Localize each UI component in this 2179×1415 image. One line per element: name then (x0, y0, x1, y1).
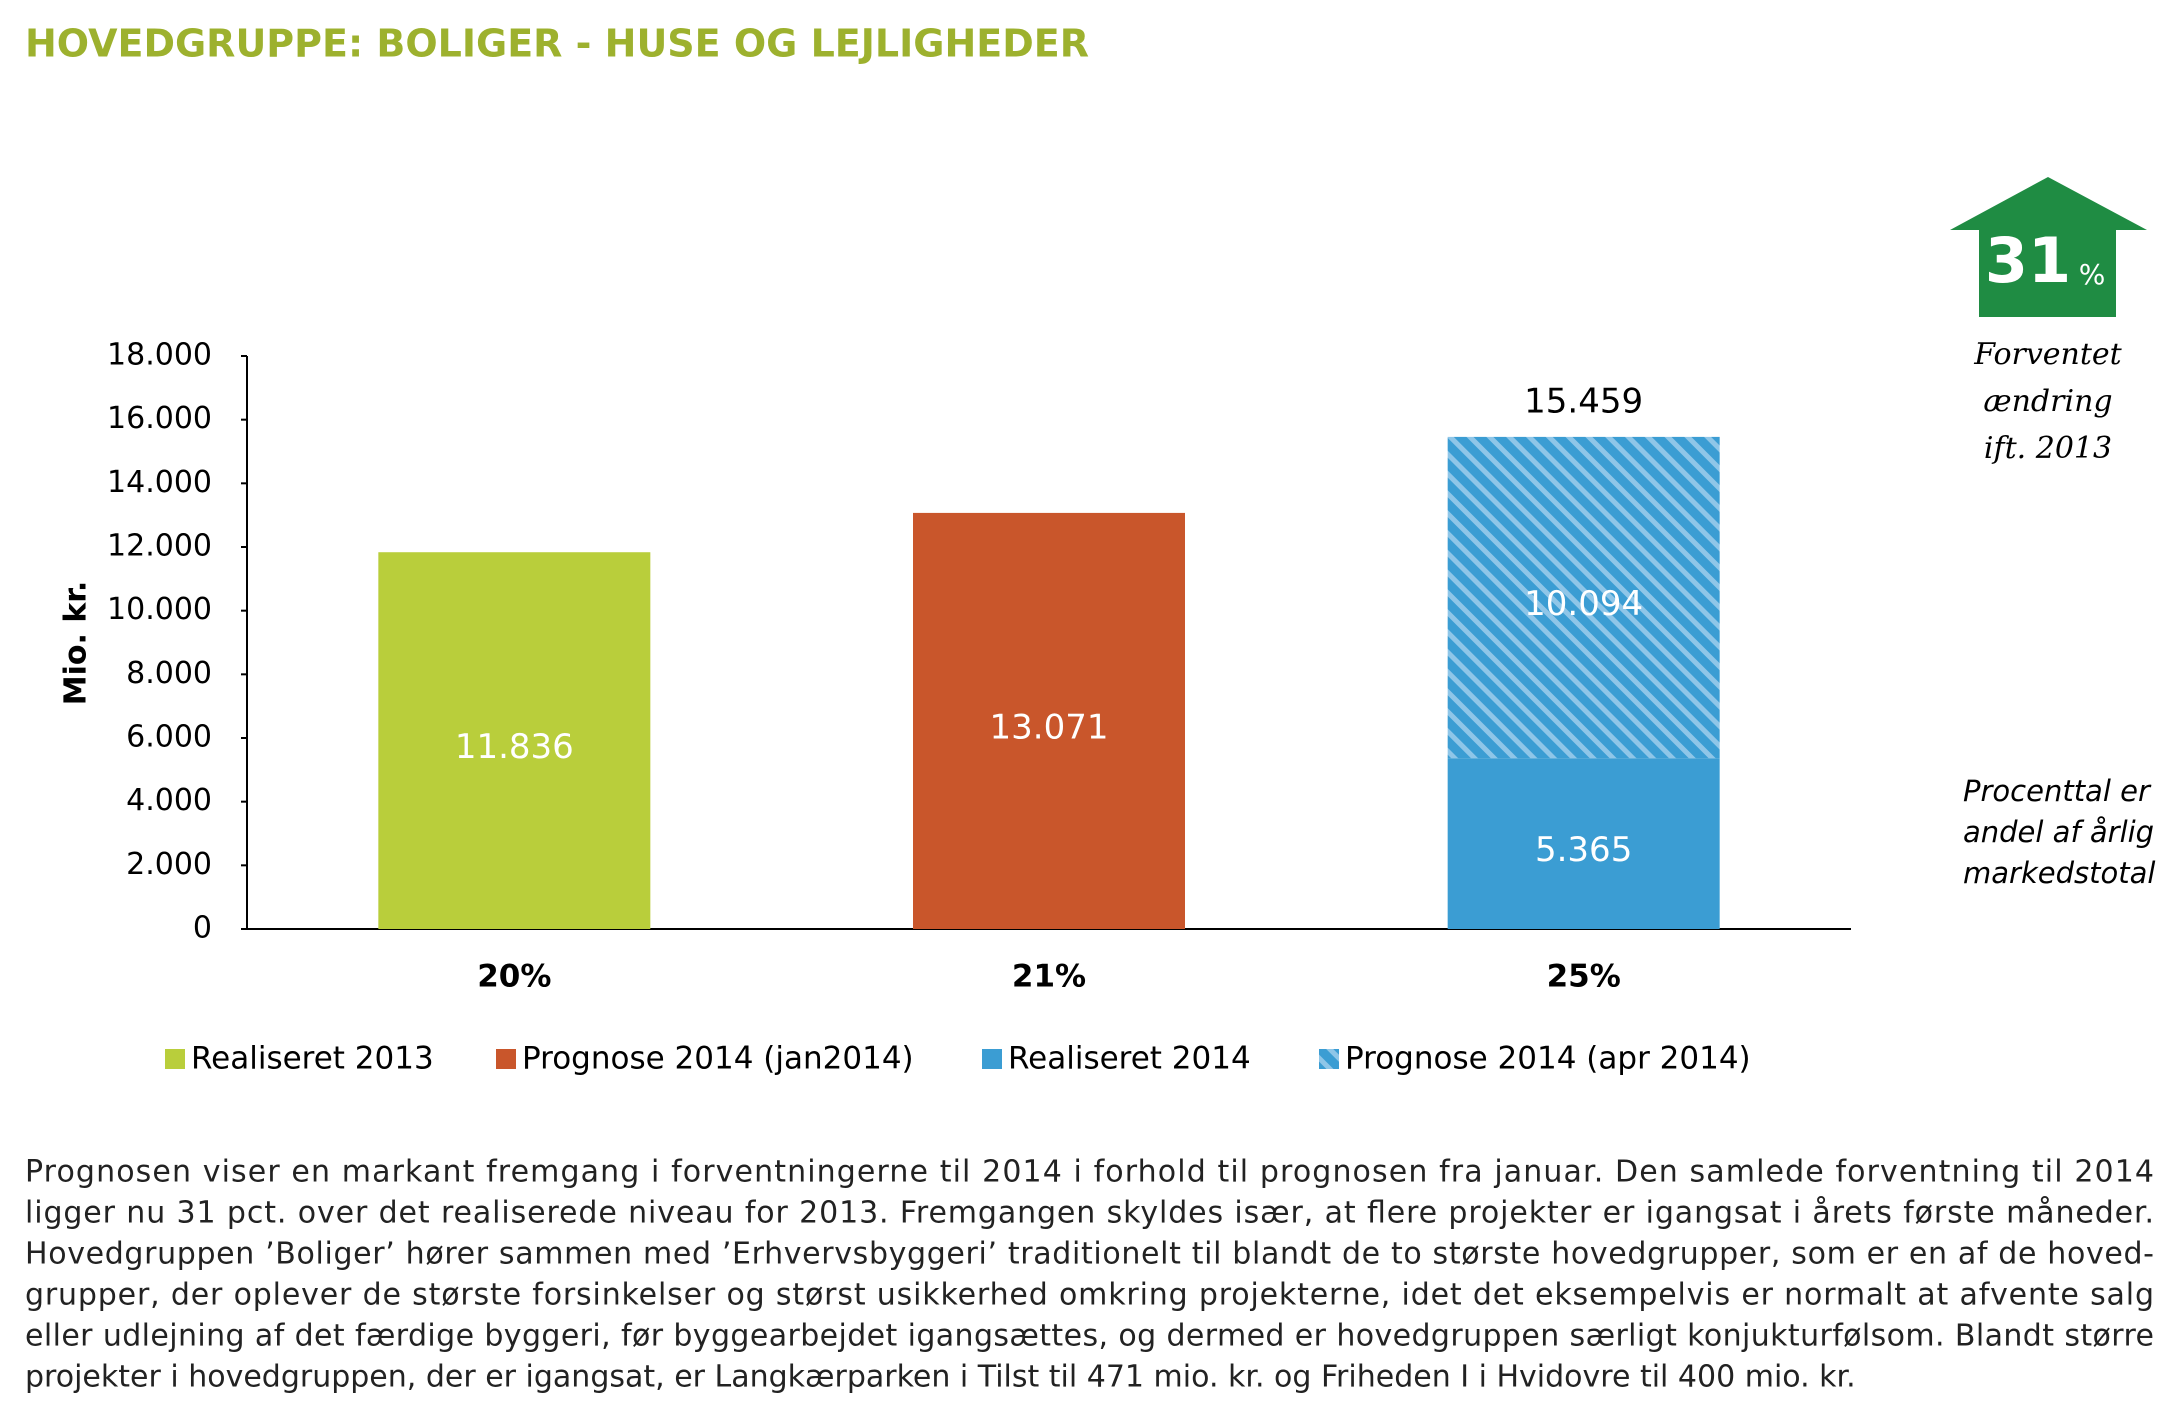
y-tick-label: 12.000 (107, 529, 212, 564)
y-tick-label: 14.000 (107, 465, 212, 500)
x-tick-label: 20% (477, 959, 551, 995)
y-tick-label: 18.000 (107, 338, 212, 373)
bar-segment (1447, 758, 1720, 929)
badge-number: 31 (1985, 224, 2071, 297)
note: andel af årlig (1963, 815, 2154, 849)
value-label: 10.094 (1524, 584, 1643, 624)
y-tick-label: 2.000 (126, 847, 212, 882)
legend-label: Prognose 2014 (jan2014) (522, 1041, 914, 1077)
body-line: eller udlejning af det færdige byggeri, … (25, 1319, 2154, 1354)
badge-caption: ift. 2013 (1984, 431, 2112, 466)
body-line: projekter i hovedgruppen, der er igangsa… (25, 1360, 1856, 1395)
legend-label: Realiseret 2014 (1008, 1041, 1251, 1077)
y-tick-label: 10.000 (107, 592, 212, 627)
legend-swatch (165, 1049, 185, 1069)
y-tick-label: 8.000 (126, 656, 212, 691)
legend-label: Realiseret 2013 (191, 1041, 434, 1077)
legend-swatch (1319, 1049, 1339, 1069)
y-tick-label: 6.000 (126, 720, 212, 755)
y-axis-label: Mio. kr. (59, 581, 94, 705)
note: Procenttal er (1963, 774, 2152, 808)
body-line: Prognosen viser en markant fremgang i fo… (25, 1155, 2154, 1190)
total-label: 15.459 (1524, 381, 1643, 421)
bar-segment (913, 512, 1185, 929)
title: HOVEDGRUPPE: BOLIGER - HUSE OG LEJLIGHED… (25, 22, 1089, 66)
badge-caption: Forventet (1973, 337, 2122, 372)
y-tick-label: 16.000 (107, 401, 212, 436)
y-tick-label: 4.000 (126, 783, 212, 818)
bar-segment (378, 552, 651, 929)
body-line: ligger nu 31 pct. over det realiserede n… (25, 1196, 2154, 1231)
y-tick-label: 0 (193, 911, 212, 946)
legend-swatch (982, 1049, 1002, 1069)
value-label: 11.836 (455, 727, 574, 767)
body-line: Hovedgruppen ’Boliger’ hører sammen med … (25, 1237, 2154, 1272)
value-label: 5.365 (1535, 830, 1632, 870)
bar-segment (1447, 436, 1720, 759)
body-line: grupper, der oplever de største forsinke… (25, 1278, 2154, 1313)
badge-arrow (1950, 177, 2147, 317)
x-tick-label: 25% (1547, 959, 1621, 995)
value-label: 13.071 (990, 707, 1109, 747)
legend-swatch (496, 1049, 516, 1069)
badge-unit: % (2079, 258, 2106, 291)
note: markedstotal (1963, 856, 2155, 890)
badge-caption: ændring (1983, 384, 2112, 419)
legend-label: Prognose 2014 (apr 2014) (1345, 1041, 1751, 1077)
x-tick-label: 21% (1012, 959, 1086, 995)
